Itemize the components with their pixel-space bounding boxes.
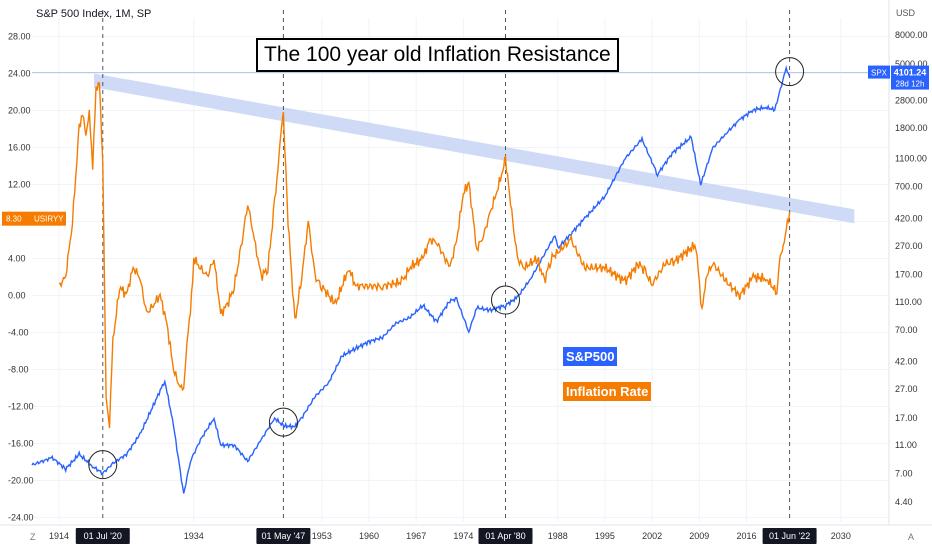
date-marker-badge xyxy=(256,528,311,544)
spx-price-badge xyxy=(891,65,929,90)
timezone-toggle[interactable]: Z xyxy=(30,532,36,542)
date-marker-label: 01 Jul '20 xyxy=(84,531,122,541)
x-tick-label: 2016 xyxy=(736,531,756,541)
resistance-band xyxy=(94,73,855,224)
right-tick-label: 17.00 xyxy=(895,413,918,423)
left-tick-label: -8.00 xyxy=(8,364,29,374)
left-tick-label: -12.00 xyxy=(8,401,34,411)
highlight-circles xyxy=(88,57,805,480)
right-tick-label: 42.00 xyxy=(895,357,918,367)
x-tick-label: 1934 xyxy=(184,531,204,541)
highlight-circle xyxy=(775,57,805,87)
spx-tag-label: SPX xyxy=(871,69,888,78)
spx-countdown: 28d 12h xyxy=(896,80,925,89)
x-tick-label: 1995 xyxy=(595,531,615,541)
inflation-line xyxy=(58,81,791,429)
symbol-title: S&P 500 Index, 1M, SP xyxy=(36,8,152,20)
right-tick-label: 1800.00 xyxy=(895,123,928,133)
x-tick-label: 1914 xyxy=(49,531,69,541)
left-tick-label: 0.00 xyxy=(8,290,26,300)
x-tick-label: 1960 xyxy=(359,531,379,541)
currency-label: USD xyxy=(896,8,916,18)
date-marker-label: 01 Jun '22 xyxy=(769,531,810,541)
right-tick-label: 5000.00 xyxy=(895,59,928,69)
spx-tag xyxy=(868,65,890,79)
time-axis[interactable]: 1914 1934 1953 1960 1967 1974 1988 1995 2002 2009… xyxy=(0,524,932,544)
left-tick-label: -20.00 xyxy=(8,475,34,485)
left-tick-label: 24.00 xyxy=(8,68,31,78)
sp500-line xyxy=(31,65,791,494)
spx-price: 4101.24 xyxy=(894,68,927,78)
date-marker-lines xyxy=(102,10,791,522)
price-labels: SPX 4101.24 28d 12h 8.30 USIRYY xyxy=(2,65,929,226)
right-tick-label: 70.00 xyxy=(895,325,918,335)
date-marker-badge xyxy=(75,528,130,544)
left-tick-label: 16.00 xyxy=(8,142,31,152)
inflation-value: 8.30 xyxy=(6,215,22,224)
x-tick-label: 2009 xyxy=(689,531,709,541)
right-axis[interactable]: 8000.00 5000.00 2800.00 1800.00 1100.00 700.0… xyxy=(888,0,928,525)
right-tick-label: 170.00 xyxy=(895,270,923,280)
right-tick-label: 270.00 xyxy=(895,241,923,251)
left-tick-label: -4.00 xyxy=(8,327,29,337)
inflation-symbol: USIRYY xyxy=(34,215,64,224)
left-tick-label: 4.00 xyxy=(8,253,26,263)
resistance-channel xyxy=(32,72,888,224)
right-tick-label: 7.00 xyxy=(895,468,913,478)
left-tick-label: 28.00 xyxy=(8,31,31,41)
right-tick-label: 420.00 xyxy=(895,213,923,223)
x-tick-label: 1974 xyxy=(453,531,473,541)
series-lines xyxy=(31,65,791,494)
right-tick-label: 27.00 xyxy=(895,384,918,394)
right-tick-label: 1100.00 xyxy=(895,153,927,163)
left-tick-label: -24.00 xyxy=(8,512,34,522)
right-tick-label: 8000.00 xyxy=(895,30,928,40)
right-tick-label: 4.40 xyxy=(895,497,913,507)
x-tick-label: 2030 xyxy=(831,531,851,541)
date-marker-badge xyxy=(478,528,533,544)
x-tick-label: 1953 xyxy=(312,531,332,541)
right-tick-label: 700.00 xyxy=(895,182,923,192)
right-tick-label: 2800.00 xyxy=(895,95,928,105)
legend-inflation: Inflation Rate xyxy=(563,382,652,401)
highlight-circle xyxy=(490,285,520,315)
legend-sp500: S&P500 xyxy=(563,347,618,366)
highlight-circle xyxy=(88,450,118,480)
date-marker-badge xyxy=(762,528,817,544)
inflation-value-badge xyxy=(2,211,66,226)
chart-headline: The 100 year old Inflation Resistance xyxy=(256,38,619,72)
left-tick-label: -16.00 xyxy=(8,438,34,448)
x-tick-label: 1967 xyxy=(406,531,426,541)
right-tick-label: 110.00 xyxy=(895,297,922,307)
auto-scale-toggle[interactable]: A xyxy=(908,532,915,542)
right-tick-label: 11.00 xyxy=(895,440,917,450)
x-tick-label: 1988 xyxy=(548,531,568,541)
x-tick-label: 2002 xyxy=(642,531,662,541)
left-tick-label: 20.00 xyxy=(8,105,31,115)
date-marker-label: 01 May '47 xyxy=(262,531,306,541)
highlight-circle xyxy=(268,407,298,437)
left-tick-label: 12.00 xyxy=(8,179,31,189)
date-marker-label: 01 Apr '80 xyxy=(485,531,525,541)
